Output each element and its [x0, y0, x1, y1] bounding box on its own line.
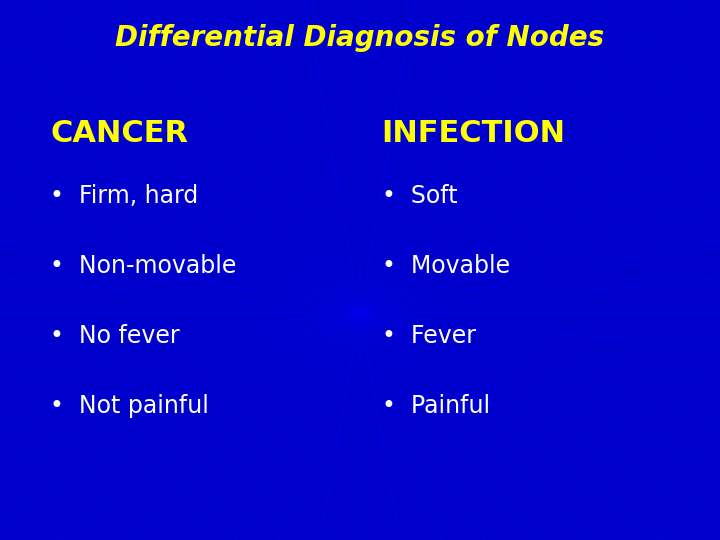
Text: •  Non-movable: • Non-movable — [50, 254, 237, 278]
Text: •  Painful: • Painful — [382, 394, 490, 418]
Text: INFECTION: INFECTION — [382, 119, 566, 148]
Text: CANCER: CANCER — [50, 119, 189, 148]
Text: •  Fever: • Fever — [382, 324, 476, 348]
Text: Differential Diagnosis of Nodes: Differential Diagnosis of Nodes — [115, 24, 605, 52]
Text: •  Firm, hard: • Firm, hard — [50, 184, 199, 207]
Text: •  Soft: • Soft — [382, 184, 457, 207]
Text: •  Movable: • Movable — [382, 254, 510, 278]
Text: •  No fever: • No fever — [50, 324, 180, 348]
Text: •  Not painful: • Not painful — [50, 394, 210, 418]
